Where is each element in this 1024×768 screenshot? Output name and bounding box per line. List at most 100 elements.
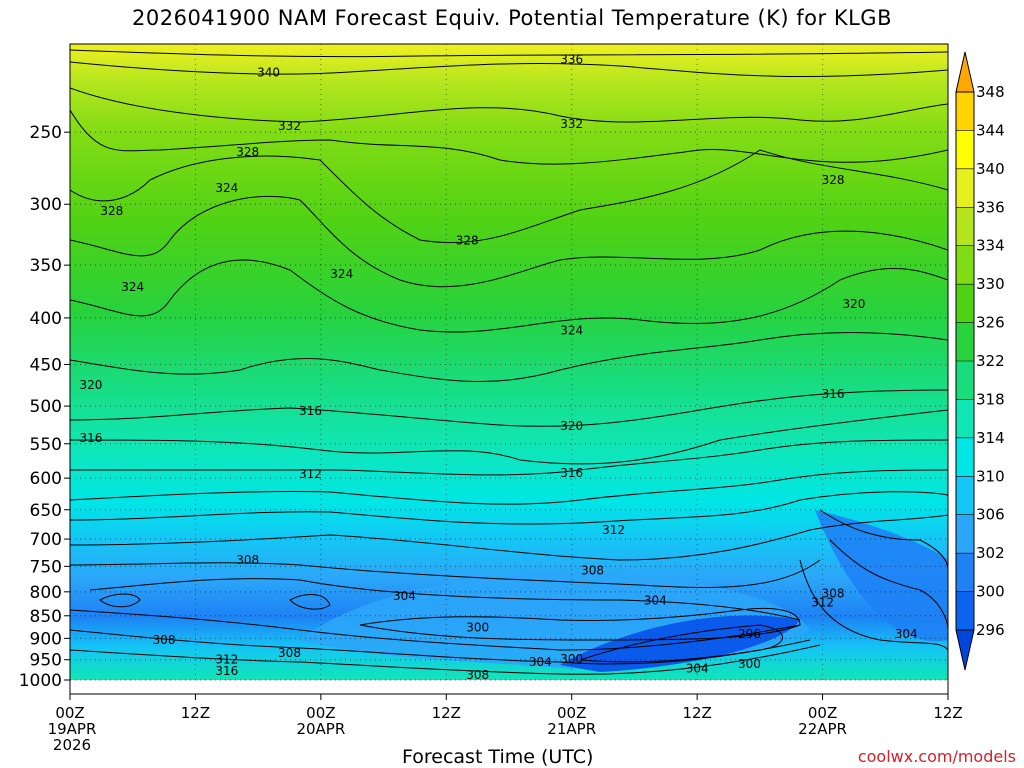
contour-label: 308 [822, 586, 845, 600]
colorbar-bottom-arrow [955, 629, 975, 671]
colorbar-swatch [956, 399, 974, 438]
contour-label: 304 [644, 594, 667, 608]
colorbar-swatch [956, 476, 974, 515]
colorbar-swatch [956, 284, 974, 323]
contour-label: 312 [299, 467, 322, 481]
colorbar-swatch [956, 591, 974, 630]
contour-label: 296 [738, 627, 761, 641]
x-tick-label: 12Z [933, 704, 962, 722]
x-tick-label: 00Z [808, 704, 837, 722]
colorbar-label: 340 [976, 160, 1005, 178]
gridlines [70, 44, 948, 681]
contour-lines [70, 49, 948, 675]
colorbar-label: 306 [976, 506, 1005, 524]
colorbar-label: 314 [976, 429, 1005, 447]
colorbar-swatch [956, 130, 974, 169]
colorbar-label: 302 [976, 544, 1005, 562]
cold-pool-right [815, 510, 948, 642]
credit-link[interactable]: coolwx.com/models [857, 747, 1016, 766]
y-tick-label: 450 [30, 355, 62, 375]
colorbar-label: 348 [976, 83, 1005, 101]
contour-label: 308 [581, 564, 604, 578]
contour-label: 316 [299, 404, 322, 418]
contour-label: 308 [153, 633, 176, 647]
colorbar-top-arrow [955, 51, 975, 93]
contour-label: 304 [686, 661, 709, 675]
contour-label: 300 [738, 657, 761, 671]
contour-label: 324 [330, 267, 353, 281]
y-tick-label: 750 [30, 557, 62, 577]
x-axis-title: Forecast Time (UTC) [402, 746, 594, 768]
contour-label: 316 [215, 664, 238, 678]
y-tick-label: 850 [30, 607, 62, 627]
y-tick-label: 700 [30, 530, 62, 550]
colorbar-label: 330 [976, 275, 1005, 293]
contour-label: 304 [529, 655, 552, 669]
y-tick-label: 650 [30, 501, 62, 521]
contour-label: 320 [79, 378, 102, 392]
colorbar-label: 296 [976, 621, 1005, 639]
contour-label: 316 [79, 431, 102, 445]
x-tick-label: 12Z [682, 704, 711, 722]
contour-label: 304 [895, 627, 918, 641]
contour-label: 340 [257, 66, 280, 80]
y-axis: 2503003504004505005506006507007508008509… [19, 123, 70, 691]
x-tick-label: 2026 [53, 736, 91, 754]
colorbar-label: 310 [976, 467, 1005, 485]
y-tick-label: 500 [30, 397, 62, 417]
colorbar-swatch [956, 207, 974, 246]
colorbar-label: 326 [976, 314, 1005, 332]
y-tick-label: 400 [30, 309, 62, 329]
contour-label: 328 [100, 204, 123, 218]
plot-frame [69, 43, 949, 695]
colorbar-label: 334 [976, 237, 1005, 255]
contour-label: 312 [215, 653, 238, 667]
colorbar-label: 300 [976, 583, 1005, 601]
contour-label: 324 [560, 324, 583, 338]
contour-label: 328 [456, 234, 479, 248]
contour-label: 332 [278, 119, 301, 133]
colorbar-swatch [956, 514, 974, 554]
colorbar-label: 322 [976, 352, 1005, 370]
contour-label: 320 [842, 297, 865, 311]
contour-label: 308 [466, 668, 489, 682]
contour-label: 328 [236, 145, 259, 159]
colorbar-swatch [956, 168, 974, 208]
colorbar: 296 300 302 306 310 314 318 322 326 330 334 336 340 3… [955, 51, 1005, 671]
colorbar-swatch [956, 92, 974, 131]
contour-label: 304 [393, 589, 416, 603]
colorbar-swatch [956, 553, 974, 592]
y-tick-label: 250 [30, 123, 62, 143]
contour-label: 312 [602, 523, 625, 537]
y-tick-label: 600 [30, 469, 62, 489]
colorbar-label: 318 [976, 390, 1005, 408]
x-tick-label: 19APR [48, 720, 97, 738]
y-tick-label: 800 [30, 583, 62, 603]
contour-label: 324 [215, 181, 238, 195]
y-tick-label: 950 [30, 651, 62, 671]
x-tick-label: 00Z [557, 704, 586, 722]
x-tick-label: 21APR [547, 720, 596, 738]
x-tick-label: 00Z [55, 704, 84, 722]
x-tick-label: 12Z [432, 704, 461, 722]
y-tick-label: 550 [30, 435, 62, 455]
chart-title: 2026041900 NAM Forecast Equiv. Potential… [132, 6, 892, 30]
contour-label: 308 [236, 553, 259, 567]
contour-label: 316 [560, 466, 583, 480]
contour-label: 324 [121, 280, 144, 294]
y-tick-label: 900 [30, 629, 62, 649]
ground-surface [70, 680, 948, 694]
contour-label: 308 [278, 646, 301, 660]
contour-label: 312 [811, 596, 834, 610]
colorbar-swatch [956, 437, 974, 477]
field-background [70, 44, 948, 680]
colorbar-label: 344 [976, 121, 1005, 139]
y-tick-label: 1000 [19, 671, 62, 691]
x-tick-label: 20APR [296, 720, 345, 738]
x-tick-label: 12Z [181, 704, 210, 722]
colorbar-swatch [956, 361, 974, 400]
contour-label: 320 [560, 419, 583, 433]
